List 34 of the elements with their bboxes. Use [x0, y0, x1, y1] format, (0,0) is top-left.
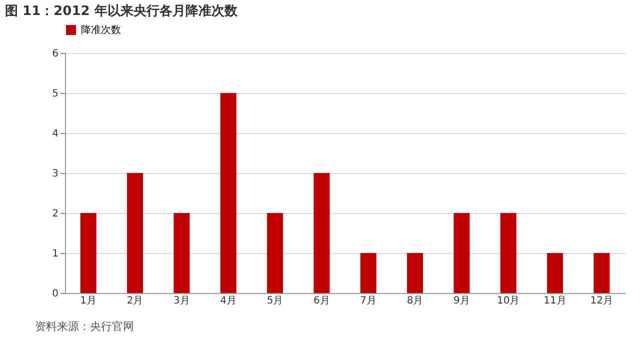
bar: [454, 213, 470, 293]
legend-label: 降准次数: [81, 24, 121, 36]
bar: [500, 213, 516, 293]
text: 资料来源：央行官网: [35, 320, 134, 333]
x-tick-label: 1月: [80, 296, 97, 306]
x-tick-label: 12月: [590, 296, 614, 306]
bar: [127, 173, 143, 293]
bar: [80, 213, 96, 293]
y-tick-label: 4: [52, 128, 58, 140]
bar: [267, 213, 283, 293]
x-tick-label: 6月: [313, 296, 330, 306]
y-tick-label: 5: [52, 88, 58, 100]
x-tick-label: 7月: [360, 296, 377, 306]
x-tick-label: 11月: [544, 296, 566, 306]
bar: [407, 253, 423, 293]
x-tick-label: 5月: [266, 296, 284, 306]
x-tick-label: 8月: [406, 296, 424, 306]
bar: [594, 253, 610, 293]
bar: [547, 253, 563, 293]
y-tick-label: 0: [52, 288, 58, 300]
x-tick-label: 9月: [453, 296, 470, 306]
bar: [220, 93, 236, 293]
x-tick-label: 10月: [496, 296, 520, 306]
bar: [174, 213, 190, 293]
bar: [314, 173, 330, 293]
chart-title: 图 11：2012 年以来央行各月降准次数: [5, 3, 238, 19]
y-tick-label: 6: [52, 48, 58, 60]
x-tick-label: 3月: [173, 296, 190, 306]
y-tick-label: 3: [52, 168, 58, 180]
x-tick-label: 4月: [220, 296, 237, 306]
x-tick-label: 2月: [126, 296, 144, 306]
bar: [360, 253, 376, 293]
y-tick-label: 1: [52, 248, 58, 260]
y-tick-label: 2: [52, 208, 58, 220]
